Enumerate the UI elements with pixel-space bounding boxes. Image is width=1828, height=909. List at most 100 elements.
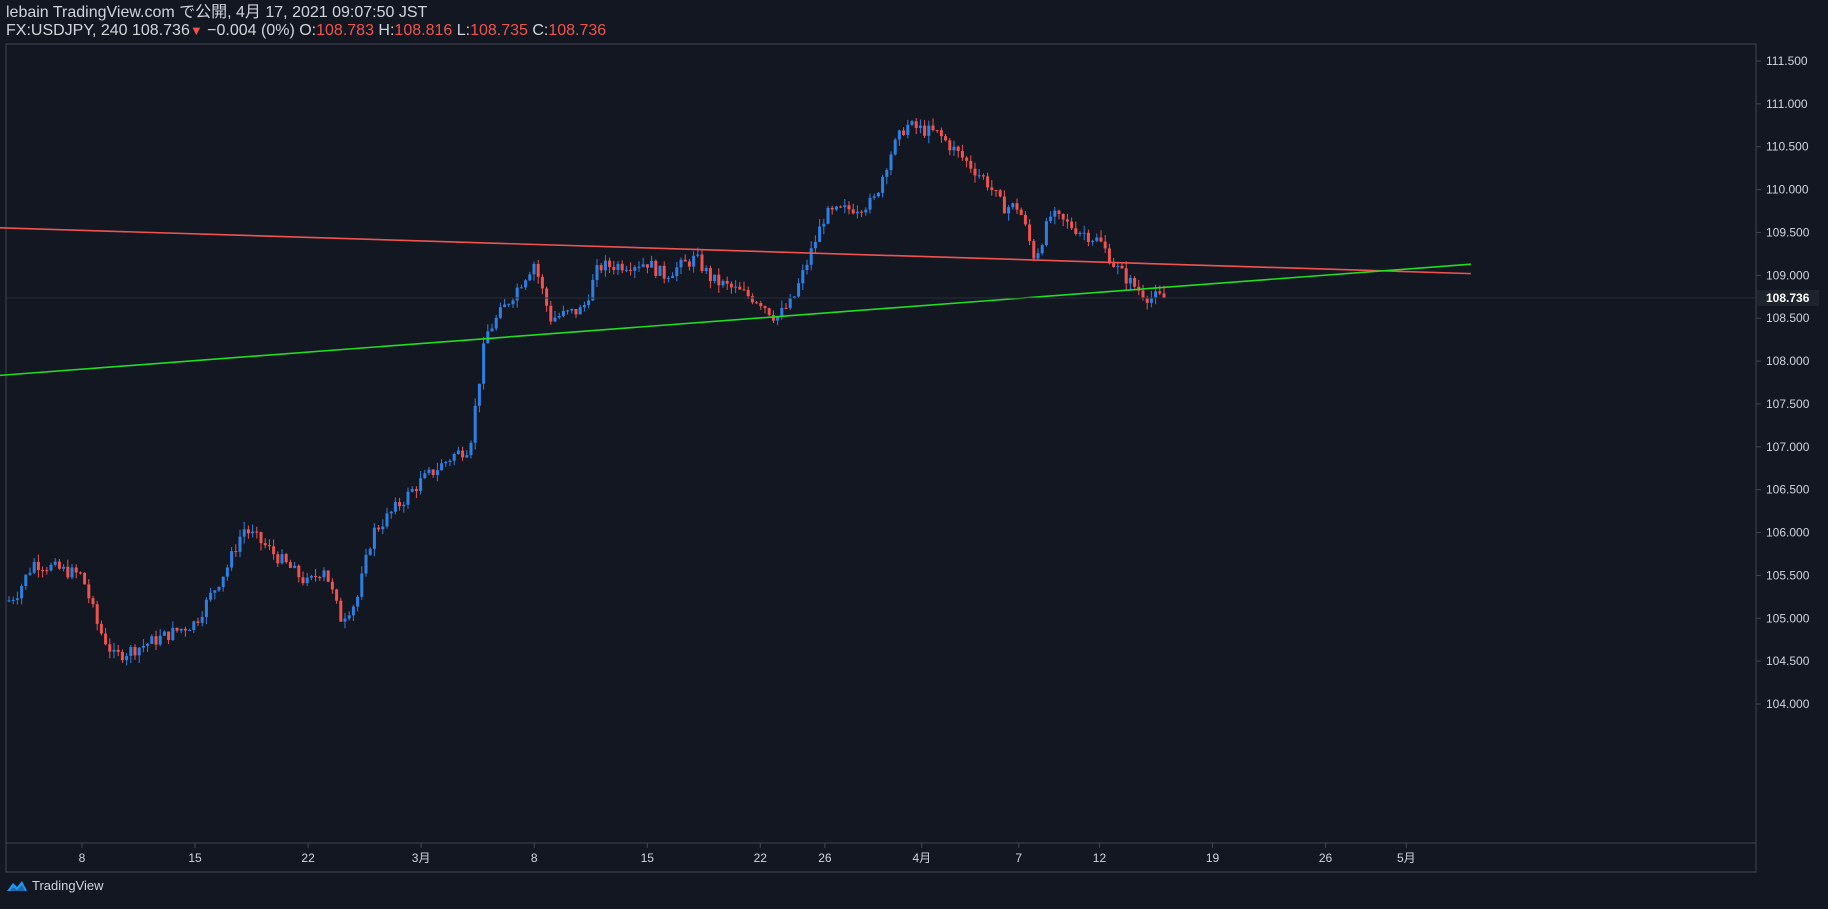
candle-down (620, 263, 624, 271)
candle-up (440, 463, 444, 471)
candle-up (1116, 265, 1120, 267)
candle-up (347, 615, 351, 619)
candle-down (847, 205, 851, 210)
candle-up (486, 331, 490, 344)
candle-up (679, 259, 683, 268)
price-tick-label: 110.000 (1766, 183, 1809, 197)
candle-up (435, 470, 439, 476)
price-tick-label: 106.000 (1766, 526, 1810, 540)
time-tick-label: 4月 (912, 851, 931, 865)
candle-up (524, 280, 528, 288)
candle-up (1149, 297, 1153, 303)
candle-down (969, 160, 973, 169)
support-trendline[interactable] (0, 263, 1471, 377)
price-tick-label: 107.000 (1766, 440, 1810, 454)
candle-up (918, 125, 922, 128)
candle-down (944, 136, 948, 141)
last-price: 108.736 (132, 22, 190, 39)
candle-down (288, 562, 292, 568)
candle-down (574, 308, 578, 315)
price-tick-label: 105.500 (1766, 568, 1810, 582)
candle-up (448, 460, 452, 462)
candle-down (1023, 214, 1027, 225)
candle-up (885, 170, 889, 177)
candle-down (276, 554, 280, 564)
candle-down (902, 130, 906, 136)
candle-down (994, 190, 998, 192)
resistance-trendline[interactable] (0, 226, 1471, 275)
candle-up (977, 175, 981, 177)
time-tick-label: 22 (754, 851, 768, 865)
candle-up (897, 130, 901, 140)
candle-down (57, 561, 61, 569)
candle-down (973, 168, 977, 176)
candle-up (452, 454, 456, 461)
symbol-label[interactable]: FX:USDJPY, 240 (6, 22, 128, 39)
time-axis[interactable]: 8 15 22 3月 8 15 22 26 4月 7 12 19 26 5月 (79, 843, 1416, 865)
candle-down (133, 647, 137, 656)
candle-up (826, 207, 830, 224)
candle-up (650, 260, 654, 268)
candle-up (1049, 216, 1053, 222)
footer-brand[interactable]: TradingView (6, 878, 104, 893)
candle-up (570, 308, 574, 311)
candle-up (125, 655, 129, 661)
candle-down (339, 600, 343, 622)
last-price-tag-label: 108.736 (1766, 291, 1810, 305)
candle-up (209, 592, 213, 600)
time-tick-label: 15 (188, 851, 202, 865)
candle-up (137, 647, 141, 656)
candle-up (872, 196, 876, 198)
candle-up (251, 531, 255, 534)
candle-down (1065, 219, 1069, 222)
candle-up (1091, 240, 1095, 242)
price-axis[interactable]: 111.500 111.000 110.500 110.000 109.500 109.0… (6, 54, 1819, 711)
candle-up (881, 176, 885, 193)
candle-up (498, 307, 502, 318)
candle-up (822, 223, 826, 227)
candle-up (188, 629, 192, 631)
candle-down (956, 146, 960, 151)
candle-up (666, 277, 670, 279)
candle-down (66, 566, 70, 578)
candle-down (74, 567, 78, 573)
candle-down (1057, 210, 1061, 214)
candle-down (255, 531, 259, 533)
candle-up (293, 565, 297, 568)
candle-up (221, 576, 225, 587)
candle-up (1082, 232, 1086, 234)
candle-up (557, 315, 561, 318)
plot-frame (5, 43, 1757, 873)
candle-down (1141, 290, 1145, 298)
candle-down (687, 261, 691, 267)
candle-up (402, 504, 406, 507)
candle-down (36, 561, 40, 570)
candle-up (360, 573, 364, 597)
candle-up (855, 211, 859, 214)
price-tick-label: 106.500 (1766, 483, 1810, 497)
candle-down (41, 569, 45, 571)
trendlines-layer (0, 226, 1471, 377)
candle-up (528, 274, 532, 281)
candle-up (305, 577, 309, 584)
candle-up (734, 286, 738, 288)
candle-down (608, 260, 612, 267)
candle-up (889, 154, 893, 171)
candle-up (213, 590, 217, 593)
candle-down (175, 627, 179, 631)
candle-down (108, 644, 112, 652)
candle-up (230, 551, 234, 568)
candle-up (906, 124, 910, 136)
candle-up (561, 310, 565, 316)
candle-up (393, 502, 397, 512)
down-arrow-icon: ▼ (189, 23, 203, 38)
candle-down (1019, 209, 1023, 215)
candle-up (20, 585, 24, 599)
candle-up (809, 248, 813, 265)
candle-up (1011, 203, 1015, 208)
candle-up (834, 206, 838, 210)
candle-down (318, 577, 322, 579)
candle-down (545, 288, 549, 306)
candle-down (1124, 268, 1128, 284)
